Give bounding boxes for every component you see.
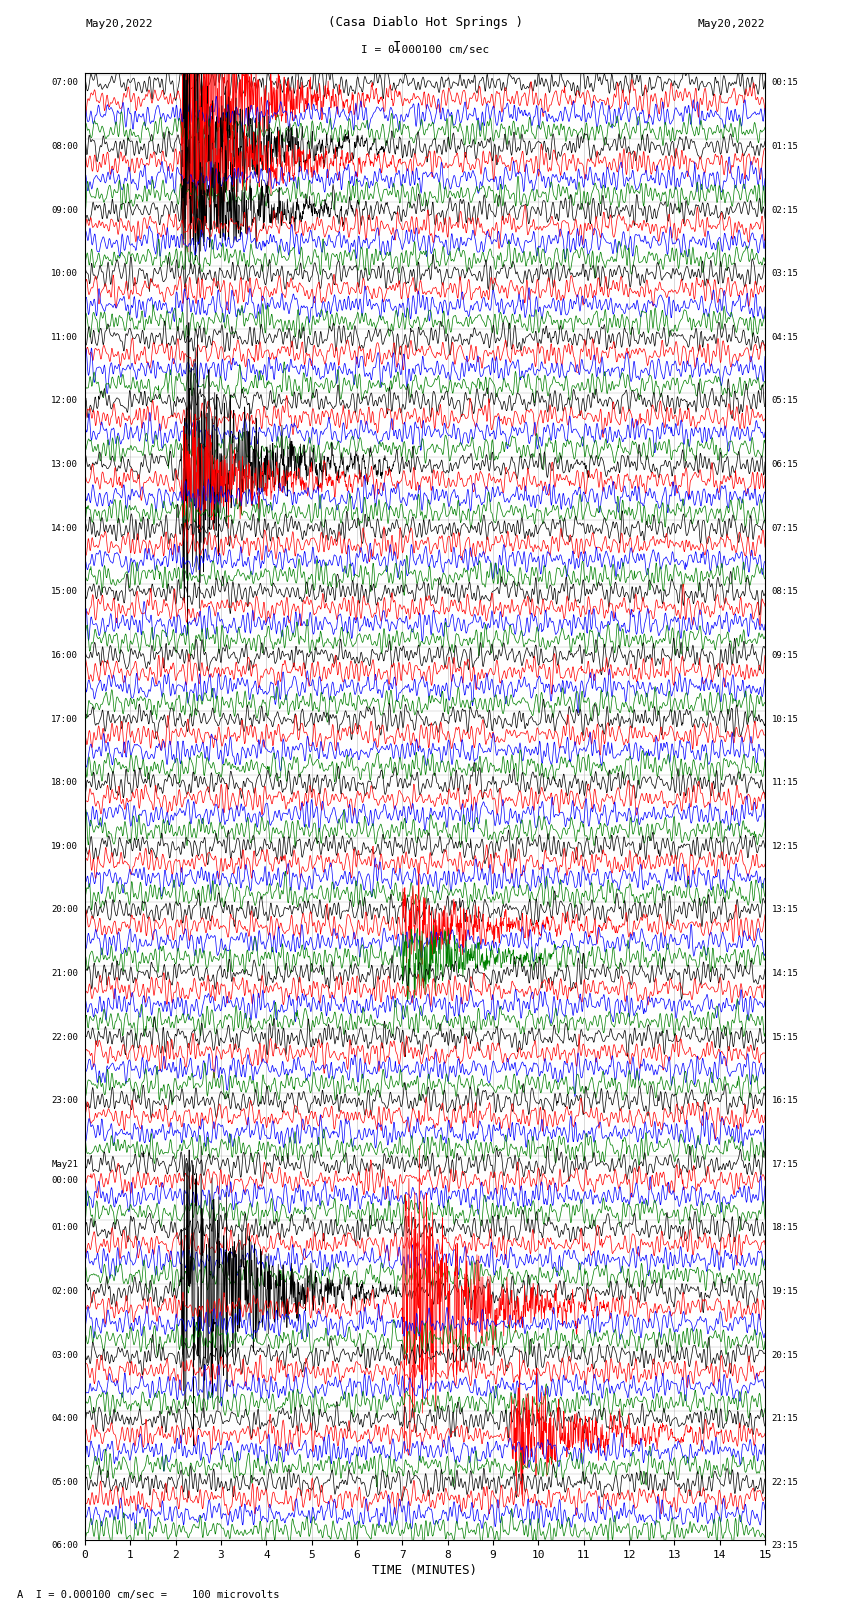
Text: 00:00: 00:00 (51, 1176, 78, 1184)
Text: May20,2022: May20,2022 (698, 19, 765, 29)
X-axis label: TIME (MINUTES): TIME (MINUTES) (372, 1565, 478, 1578)
Text: UTC: UTC (85, 0, 105, 2)
Text: 07:00: 07:00 (51, 79, 78, 87)
Text: 16:15: 16:15 (772, 1097, 799, 1105)
Text: 12:00: 12:00 (51, 397, 78, 405)
Text: 15:15: 15:15 (772, 1032, 799, 1042)
Text: PDT: PDT (745, 0, 765, 2)
Text: 09:00: 09:00 (51, 205, 78, 215)
Text: 00:15: 00:15 (772, 79, 799, 87)
Text: 13:00: 13:00 (51, 460, 78, 469)
Text: 15:00: 15:00 (51, 587, 78, 597)
Text: 08:00: 08:00 (51, 142, 78, 152)
Text: 20:00: 20:00 (51, 905, 78, 915)
Text: 21:00: 21:00 (51, 969, 78, 977)
Text: 14:15: 14:15 (772, 969, 799, 977)
Text: 17:15: 17:15 (772, 1160, 799, 1169)
Text: 17:00: 17:00 (51, 715, 78, 724)
Text: May20,2022: May20,2022 (85, 19, 152, 29)
Text: 18:15: 18:15 (772, 1223, 799, 1232)
Text: 04:15: 04:15 (772, 332, 799, 342)
Text: 22:15: 22:15 (772, 1478, 799, 1487)
Text: 22:00: 22:00 (51, 1032, 78, 1042)
Text: 12:15: 12:15 (772, 842, 799, 850)
Text: 10:15: 10:15 (772, 715, 799, 724)
Text: 13:15: 13:15 (772, 905, 799, 915)
Text: 19:15: 19:15 (772, 1287, 799, 1295)
Text: 18:00: 18:00 (51, 777, 78, 787)
Text: 06:00: 06:00 (51, 1542, 78, 1550)
Text: I: I (392, 39, 400, 53)
Text: A  I = 0.000100 cm/sec =    100 microvolts: A I = 0.000100 cm/sec = 100 microvolts (17, 1590, 280, 1600)
Text: 07:15: 07:15 (772, 524, 799, 532)
Text: 10:00: 10:00 (51, 269, 78, 279)
Text: 06:15: 06:15 (772, 460, 799, 469)
Text: MCS EHZ NC: MCS EHZ NC (385, 0, 465, 2)
Text: 04:00: 04:00 (51, 1415, 78, 1423)
Text: May21: May21 (51, 1160, 78, 1169)
Text: 09:15: 09:15 (772, 652, 799, 660)
Text: 20:15: 20:15 (772, 1350, 799, 1360)
Text: 05:00: 05:00 (51, 1478, 78, 1487)
Text: 16:00: 16:00 (51, 652, 78, 660)
Text: 21:15: 21:15 (772, 1415, 799, 1423)
Text: 05:15: 05:15 (772, 397, 799, 405)
Text: 08:15: 08:15 (772, 587, 799, 597)
Text: 11:00: 11:00 (51, 332, 78, 342)
Text: 01:00: 01:00 (51, 1223, 78, 1232)
Text: 02:00: 02:00 (51, 1287, 78, 1295)
Text: 01:15: 01:15 (772, 142, 799, 152)
Text: 23:15: 23:15 (772, 1542, 799, 1550)
Text: 11:15: 11:15 (772, 777, 799, 787)
Text: 14:00: 14:00 (51, 524, 78, 532)
Text: I = 0.000100 cm/sec: I = 0.000100 cm/sec (361, 45, 489, 55)
Text: 23:00: 23:00 (51, 1097, 78, 1105)
Text: (Casa Diablo Hot Springs ): (Casa Diablo Hot Springs ) (327, 16, 523, 29)
Text: 03:00: 03:00 (51, 1350, 78, 1360)
Text: 02:15: 02:15 (772, 205, 799, 215)
Text: 03:15: 03:15 (772, 269, 799, 279)
Text: 19:00: 19:00 (51, 842, 78, 850)
